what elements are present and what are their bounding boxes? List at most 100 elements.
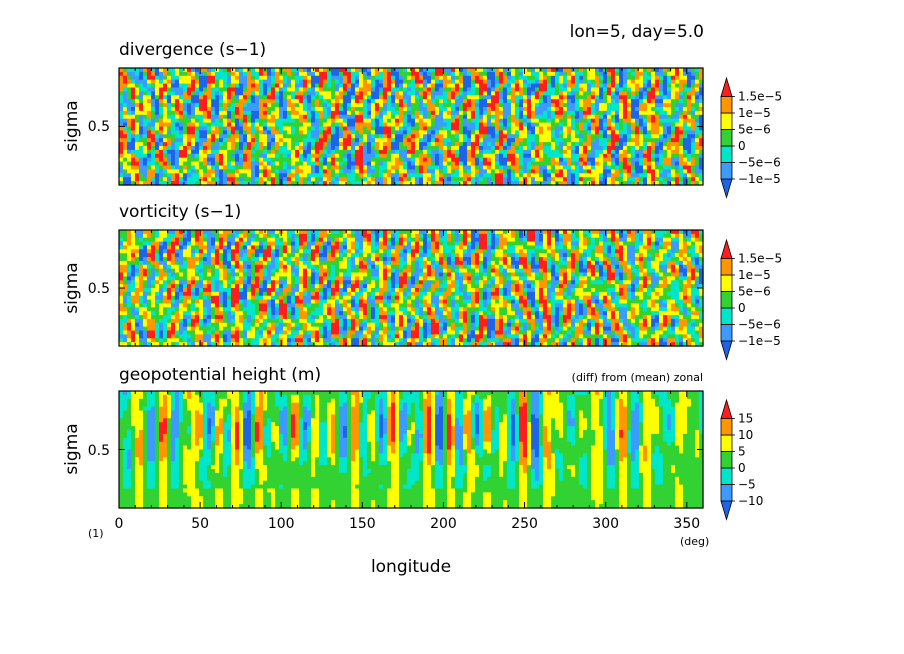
divergence-field-cell [663,169,668,174]
divergence-field-cell [563,173,568,178]
vorticity-field-cell [471,237,476,243]
divergence-field-cell [151,75,156,81]
divergence-field-cell [551,181,556,186]
divergence-field-cell [227,149,232,155]
divergence-field-cell [631,68,636,73]
divergence-field-cell [579,126,584,131]
divergence-field-cell [627,134,632,139]
divergence-field-cell [607,83,612,89]
divergence-field-cell [391,107,396,112]
divergence-field-cell [175,177,180,182]
divergence-field-cell [523,110,528,116]
divergence-field-cell [467,165,472,170]
divergence-field-cell [615,103,620,108]
divergence-field-cell [463,103,468,108]
divergence-field-cell [635,114,640,120]
divergence-field-cell [523,130,528,135]
divergence-field-cell [331,181,336,186]
divergence-field-cell [511,173,516,178]
divergence-field-cell [603,173,608,178]
divergence-field-cell [435,153,440,159]
divergence-field-cell [335,114,340,120]
divergence-field-cell [239,91,244,96]
divergence-field-cell [191,103,196,108]
divergence-field-cell [263,91,268,96]
divergence-field-cell [351,118,356,124]
divergence-field-cell [211,161,216,167]
divergence-field-cell [431,181,436,186]
divergence-field-cell [443,157,448,163]
divergence-field-cell [475,122,480,128]
divergence-field-cell [675,181,680,186]
divergence-field-cell [479,165,484,170]
divergence-field-cell [135,91,140,96]
divergence-field-cell [435,134,440,139]
divergence-field-cell [299,177,304,182]
divergence-field-cell [591,157,596,163]
divergence-field-cell [619,95,624,100]
divergence-field-cell [251,130,256,135]
divergence-field-cell [623,110,628,116]
divergence-field-cell [427,153,432,159]
divergence-field-cell [391,95,396,100]
divergence-field-cell [227,181,232,186]
divergence-field-cell [219,103,224,108]
divergence-field-cell [199,83,204,89]
divergence-field-cell [691,169,696,174]
divergence-field-cell [539,165,544,170]
divergence-field-cell [611,161,616,167]
divergence-field-cell [655,169,660,174]
divergence-field-cell [491,169,496,174]
divergence-field-cell [131,83,136,89]
divergence-field-cell [567,79,572,85]
divergence-field-cell [159,181,164,186]
divergence-field-cell [247,134,252,139]
divergence-field-cell [159,149,164,155]
divergence-field-cell [523,173,528,178]
vorticity-field-cell [371,230,376,235]
divergence-field-cell [283,91,288,96]
divergence-field-cell [235,138,240,143]
divergence-field-cell [119,91,124,96]
divergence-field-cell [139,87,144,92]
divergence-field-cell [359,110,364,116]
divergence-field-cell [351,99,356,104]
divergence-field-cell [519,138,524,143]
divergence-field-cell [679,142,684,147]
divergence-field-cell [239,87,244,92]
divergence-field-cell [427,75,432,81]
divergence-field-cell [435,95,440,100]
divergence-field-cell [411,68,416,73]
divergence-field-cell [579,114,584,120]
divergence-field-cell [695,83,700,89]
vorticity-field-cell [399,230,404,235]
divergence-field-cell [519,130,524,135]
divergence-field-cell [623,153,628,159]
vorticity-field-cell [563,233,568,239]
divergence-field-cell [643,169,648,174]
divergence-field-cell [199,161,204,167]
divergence-field-cell [195,149,200,155]
divergence-field-cell [239,146,244,151]
divergence-field-cell [175,118,180,124]
divergence-field-cell [615,95,620,100]
divergence-field-cell [507,177,512,182]
divergence-field-cell [551,146,556,151]
divergence-field-cell [659,83,664,89]
divergence-field-cell [143,83,148,89]
divergence-field-cell [167,173,172,178]
divergence-field-cell [155,142,160,147]
divergence-field-cell [503,134,508,139]
divergence-field-cell [619,75,624,81]
divergence-field-cell [207,173,212,178]
divergence-field-cell [207,99,212,104]
divergence-field-cell [187,75,192,81]
divergence-field-cell [667,177,672,182]
divergence-field-cell [119,142,124,147]
divergence-field-cell [251,177,256,182]
divergence-field-cell [451,169,456,174]
divergence-field-cell [403,91,408,96]
divergence-field-cell [275,110,280,116]
divergence-field-cell [619,130,624,135]
vorticity-field-cell [483,233,488,239]
